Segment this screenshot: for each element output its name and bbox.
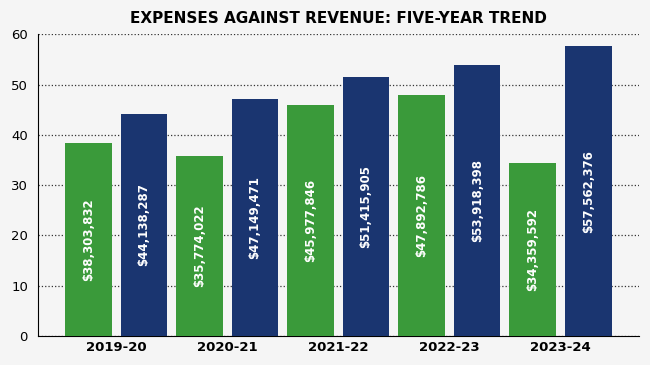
Bar <box>121 114 167 336</box>
Text: $47,149,471: $47,149,471 <box>248 176 261 259</box>
Text: $57,562,376: $57,562,376 <box>582 150 595 233</box>
Bar <box>343 77 389 336</box>
Bar <box>398 95 445 336</box>
Text: $38,303,832: $38,303,832 <box>82 199 95 281</box>
Bar <box>565 46 612 336</box>
Bar <box>510 163 556 336</box>
Bar <box>176 156 223 336</box>
Bar <box>454 65 500 336</box>
Text: $35,774,022: $35,774,022 <box>193 205 206 287</box>
Text: $34,359,592: $34,359,592 <box>526 208 539 291</box>
Title: EXPENSES AGAINST REVENUE: FIVE-YEAR TREND: EXPENSES AGAINST REVENUE: FIVE-YEAR TREN… <box>130 11 547 26</box>
Bar <box>231 99 278 336</box>
Text: $44,138,287: $44,138,287 <box>137 184 150 266</box>
Text: $51,415,905: $51,415,905 <box>359 165 372 248</box>
Bar <box>287 105 334 336</box>
Text: $45,977,846: $45,977,846 <box>304 179 317 262</box>
Bar <box>65 143 112 336</box>
Text: $53,918,398: $53,918,398 <box>471 159 484 242</box>
Text: $47,892,786: $47,892,786 <box>415 174 428 257</box>
